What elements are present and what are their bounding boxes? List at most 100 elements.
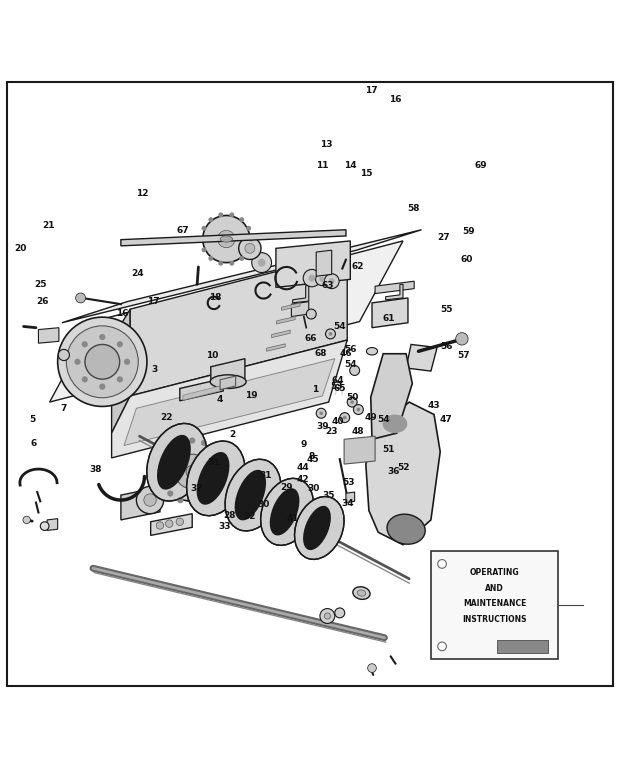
Circle shape [82,377,88,383]
Text: 57: 57 [458,351,470,360]
Text: 29: 29 [280,483,293,492]
Text: 18: 18 [210,294,222,302]
Polygon shape [372,298,408,328]
Circle shape [239,256,244,261]
Text: 49: 49 [365,413,377,422]
Text: 16: 16 [117,309,129,318]
Circle shape [246,225,251,231]
Circle shape [308,275,316,281]
Circle shape [177,439,184,446]
Circle shape [438,642,446,650]
Text: MAINTENANCE: MAINTENANCE [463,599,526,608]
Polygon shape [344,436,375,464]
Text: 15: 15 [360,170,372,179]
Polygon shape [406,344,437,371]
Circle shape [218,261,223,265]
Polygon shape [267,344,285,351]
Circle shape [329,332,332,336]
Polygon shape [151,514,192,535]
Text: 11: 11 [316,161,329,170]
Circle shape [320,608,335,624]
Circle shape [343,416,347,420]
Text: 5: 5 [29,415,35,424]
Circle shape [353,404,363,414]
Circle shape [438,560,446,568]
Circle shape [249,236,254,242]
Text: 54: 54 [377,415,389,424]
Circle shape [189,437,195,443]
Circle shape [324,613,330,619]
Text: 50: 50 [346,393,358,402]
Circle shape [218,212,223,217]
Circle shape [258,258,265,267]
Circle shape [335,608,345,618]
Polygon shape [211,359,245,390]
Circle shape [350,366,360,375]
Text: 30: 30 [257,500,270,509]
Text: 51: 51 [383,446,395,454]
Text: 46: 46 [340,349,352,358]
Text: 34: 34 [341,499,353,508]
Circle shape [319,411,323,415]
Polygon shape [38,328,59,343]
Circle shape [246,247,251,252]
Circle shape [175,454,210,489]
Text: 42: 42 [296,475,309,484]
Text: 52: 52 [397,463,409,472]
Circle shape [124,359,130,365]
Circle shape [99,334,105,340]
Text: 16: 16 [389,95,402,104]
Circle shape [245,243,255,253]
Text: 23: 23 [326,427,338,436]
Polygon shape [281,303,300,311]
Text: 9: 9 [301,439,307,449]
Polygon shape [47,518,58,531]
Circle shape [202,225,206,231]
Text: 22: 22 [160,413,172,422]
Polygon shape [124,359,335,446]
Text: 60: 60 [460,255,472,264]
Text: 28: 28 [223,511,236,520]
Text: 56: 56 [440,342,453,351]
Text: 53: 53 [342,478,355,487]
Circle shape [176,518,184,525]
Circle shape [220,469,226,475]
Text: 33: 33 [218,522,231,531]
Circle shape [158,469,164,475]
Text: 7: 7 [61,403,67,413]
Bar [497,640,548,653]
Text: 20: 20 [14,244,27,253]
Text: 54: 54 [344,360,356,370]
Circle shape [211,490,217,496]
Circle shape [186,466,198,478]
Ellipse shape [387,514,425,545]
Text: 12: 12 [136,189,149,198]
Text: 61: 61 [383,314,395,323]
Circle shape [85,344,120,379]
Ellipse shape [353,587,370,599]
Circle shape [166,520,173,528]
Circle shape [319,277,324,281]
Circle shape [340,413,350,423]
Text: 36: 36 [388,467,400,476]
Circle shape [211,446,217,453]
Text: 63: 63 [321,281,334,290]
Circle shape [201,497,207,503]
Polygon shape [112,340,347,458]
Circle shape [208,217,213,222]
Polygon shape [386,285,403,300]
Circle shape [58,350,69,360]
Text: 40: 40 [332,417,344,426]
Circle shape [156,522,164,529]
Circle shape [324,274,339,288]
Circle shape [208,256,213,261]
Circle shape [167,446,174,453]
Ellipse shape [303,505,331,550]
Circle shape [66,326,138,398]
Circle shape [218,230,235,248]
Ellipse shape [357,590,366,596]
Circle shape [177,497,184,503]
Text: 14: 14 [344,161,356,170]
Ellipse shape [220,236,232,242]
Circle shape [356,408,360,411]
